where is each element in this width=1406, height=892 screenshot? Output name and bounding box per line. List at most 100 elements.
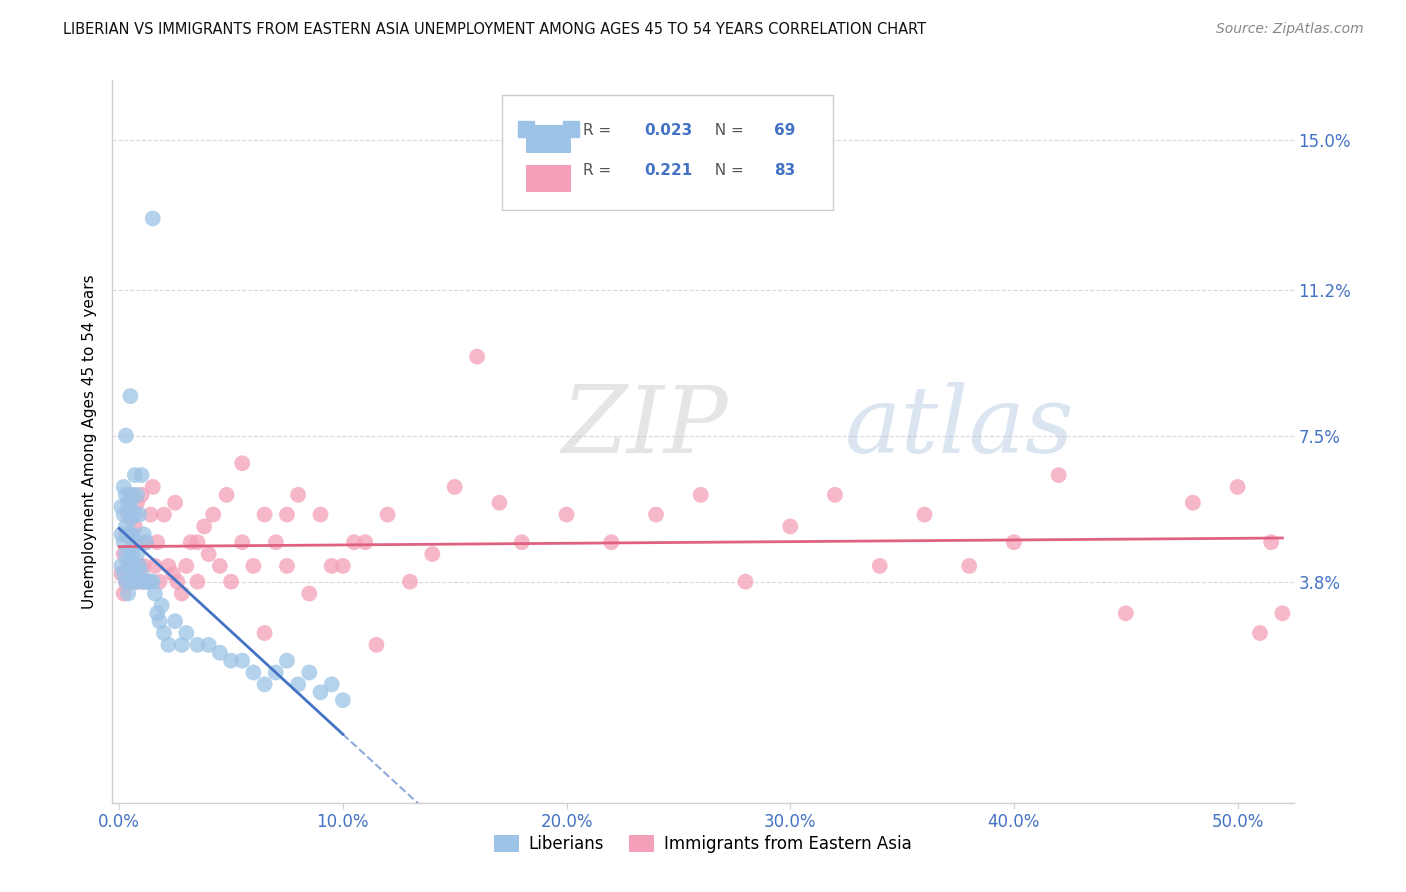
Point <box>148 614 170 628</box>
Point <box>136 574 159 589</box>
Point <box>309 685 332 699</box>
Point <box>689 488 711 502</box>
Point <box>115 547 138 561</box>
Point <box>197 638 219 652</box>
Point <box>124 508 146 522</box>
Point <box>124 535 146 549</box>
Point <box>128 558 150 573</box>
Point <box>139 574 162 589</box>
Point <box>127 574 148 589</box>
Point <box>136 574 159 589</box>
Point <box>128 558 150 573</box>
Point <box>115 428 138 442</box>
Point <box>117 586 139 600</box>
Point <box>120 511 142 525</box>
Point <box>117 527 139 541</box>
Point <box>112 547 135 561</box>
Text: 0.221: 0.221 <box>644 163 692 178</box>
Point <box>170 586 193 600</box>
Point <box>321 677 343 691</box>
Text: R =: R = <box>582 123 616 138</box>
Point <box>153 626 176 640</box>
Point <box>127 574 148 589</box>
Point <box>120 543 142 558</box>
Point <box>143 558 166 573</box>
Point <box>110 558 132 573</box>
Point <box>127 547 148 561</box>
Point <box>112 566 135 581</box>
Point <box>309 508 332 522</box>
Point <box>115 519 138 533</box>
Text: 0.023: 0.023 <box>644 123 692 138</box>
Point <box>115 527 138 541</box>
Point <box>117 496 139 510</box>
Point <box>110 500 132 514</box>
Point <box>112 535 135 549</box>
Point <box>399 574 422 589</box>
Point <box>510 535 533 549</box>
Point <box>298 586 321 600</box>
Point <box>287 677 309 691</box>
Point <box>443 480 465 494</box>
Point <box>219 654 242 668</box>
Point <box>1260 535 1282 549</box>
Point <box>146 607 169 621</box>
Point <box>153 508 176 522</box>
Point <box>112 586 135 600</box>
Point <box>869 558 891 573</box>
Point <box>734 574 756 589</box>
Point <box>146 535 169 549</box>
Point <box>186 535 208 549</box>
Point <box>120 527 142 541</box>
Point <box>132 527 155 541</box>
Point <box>488 496 510 510</box>
Text: LIBERIAN VS IMMIGRANTS FROM EASTERN ASIA UNEMPLOYMENT AMONG AGES 45 TO 54 YEARS : LIBERIAN VS IMMIGRANTS FROM EASTERN ASIA… <box>63 22 927 37</box>
Point <box>276 508 298 522</box>
Point <box>1226 480 1249 494</box>
FancyBboxPatch shape <box>502 95 832 211</box>
Point <box>112 480 135 494</box>
Point <box>354 535 377 549</box>
Point <box>121 535 143 549</box>
Point <box>121 547 143 561</box>
Point <box>215 488 238 502</box>
Point <box>287 488 309 502</box>
Point <box>132 558 155 573</box>
Point <box>135 535 157 549</box>
Point <box>1002 535 1025 549</box>
Point <box>231 456 253 470</box>
Point <box>124 468 146 483</box>
Point <box>174 626 197 640</box>
Text: atlas: atlas <box>845 382 1074 472</box>
Point <box>298 665 321 680</box>
Point <box>186 638 208 652</box>
Point <box>824 488 846 502</box>
Point <box>124 574 146 589</box>
Text: R =: R = <box>582 163 616 178</box>
Point <box>121 527 143 541</box>
Point <box>142 480 165 494</box>
Point <box>157 558 180 573</box>
Point <box>131 468 153 483</box>
Point <box>115 574 138 589</box>
Point <box>321 558 343 573</box>
Text: N =: N = <box>706 123 749 138</box>
Point <box>131 488 153 502</box>
Point <box>165 496 187 510</box>
Point <box>202 508 225 522</box>
Point <box>128 508 150 522</box>
Point <box>242 558 264 573</box>
Point <box>264 665 287 680</box>
Point <box>253 677 276 691</box>
FancyBboxPatch shape <box>526 125 571 153</box>
Point <box>120 574 142 589</box>
Point <box>600 535 623 549</box>
Point <box>115 574 138 589</box>
Point <box>1115 607 1137 621</box>
Point <box>253 508 276 522</box>
Point <box>120 488 142 502</box>
Point <box>115 488 138 502</box>
Point <box>112 508 135 522</box>
Point <box>366 638 388 652</box>
Point <box>1047 468 1070 483</box>
